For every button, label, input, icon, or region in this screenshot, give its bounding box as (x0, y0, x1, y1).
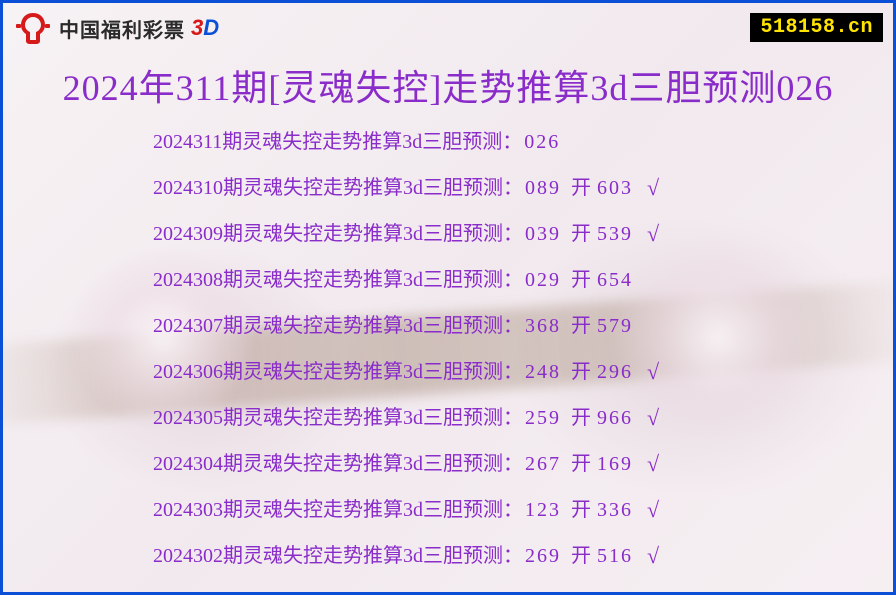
prediction-value: 026 (524, 132, 560, 152)
open-label: 开 (571, 500, 591, 520)
prediction-value: 123 (525, 500, 561, 520)
brand-3d-icon: 3D (191, 15, 219, 41)
prediction-row: 2024304期灵魂失控走势推算3d三胆预测：267 开 169 √ (153, 441, 853, 487)
prediction-value: 039 (525, 224, 561, 244)
period-number: 2024305 (153, 408, 223, 428)
prediction-list: 2024311期灵魂失控走势推算3d三胆预测：0262024310期灵魂失控走势… (153, 119, 853, 579)
prediction-row: 2024309期灵魂失控走势推算3d三胆预测：039 开 539 √ (153, 211, 853, 257)
header: 中国福利彩票 3D (13, 11, 219, 45)
prediction-value: 267 (525, 454, 561, 474)
row-label: 期灵魂失控走势推算3d三胆预测： (223, 224, 523, 244)
row-label: 期灵魂失控走势推算3d三胆预测： (222, 132, 522, 152)
period-number: 2024306 (153, 362, 223, 382)
period-number: 2024310 (153, 178, 223, 198)
prediction-value: 248 (525, 362, 561, 382)
open-label: 开 (571, 270, 591, 290)
prediction-row: 2024310期灵魂失控走势推算3d三胆预测：089 开 603 √ (153, 165, 853, 211)
brand-3d-three: 3 (191, 15, 203, 40)
checkmark-icon: √ (647, 499, 659, 521)
checkmark-icon: √ (647, 407, 659, 429)
checkmark-icon: √ (647, 177, 659, 199)
checkmark-icon: √ (647, 545, 659, 567)
prediction-value: 029 (525, 270, 561, 290)
page-frame: 中国福利彩票 3D 518158.cn 2024年311期[灵魂失控]走势推算3… (0, 0, 896, 595)
open-value: 336 (597, 500, 633, 520)
checkmark-icon: √ (647, 361, 659, 383)
prediction-row: 2024308期灵魂失控走势推算3d三胆预测：029 开 654 (153, 257, 853, 303)
open-value: 603 (597, 178, 633, 198)
prediction-value: 259 (525, 408, 561, 428)
open-label: 开 (571, 362, 591, 382)
open-value: 539 (597, 224, 633, 244)
checkmark-icon: √ (647, 453, 659, 475)
checkmark-icon: √ (647, 223, 659, 245)
open-value: 516 (597, 546, 633, 566)
period-number: 2024311 (153, 132, 222, 152)
prediction-row: 2024311期灵魂失控走势推算3d三胆预测：026 (153, 119, 853, 165)
open-label: 开 (571, 316, 591, 336)
prediction-value: 269 (525, 546, 561, 566)
row-label: 期灵魂失控走势推算3d三胆预测： (223, 316, 523, 336)
prediction-row: 2024305期灵魂失控走势推算3d三胆预测：259 开 966 √ (153, 395, 853, 441)
open-label: 开 (571, 178, 591, 198)
prediction-row: 2024302期灵魂失控走势推算3d三胆预测：269 开 516 √ (153, 533, 853, 579)
period-number: 2024302 (153, 546, 223, 566)
row-label: 期灵魂失控走势推算3d三胆预测： (223, 546, 523, 566)
open-value: 169 (597, 454, 633, 474)
open-value: 579 (597, 316, 633, 336)
period-number: 2024308 (153, 270, 223, 290)
open-label: 开 (571, 546, 591, 566)
period-number: 2024307 (153, 316, 223, 336)
open-value: 966 (597, 408, 633, 428)
open-value: 654 (597, 270, 633, 290)
prediction-row: 2024307期灵魂失控走势推算3d三胆预测：368 开 579 (153, 303, 853, 349)
prediction-row: 2024306期灵魂失控走势推算3d三胆预测：248 开 296 √ (153, 349, 853, 395)
site-badge: 518158.cn (750, 13, 883, 42)
prediction-row: 2024303期灵魂失控走势推算3d三胆预测：123 开 336 √ (153, 487, 853, 533)
prediction-value: 089 (525, 178, 561, 198)
page-title: 2024年311期[灵魂失控]走势推算3d三胆预测026 (3, 59, 893, 111)
row-label: 期灵魂失控走势推算3d三胆预测： (223, 362, 523, 382)
open-label: 开 (571, 454, 591, 474)
period-number: 2024309 (153, 224, 223, 244)
row-label: 期灵魂失控走势推算3d三胆预测： (223, 178, 523, 198)
period-number: 2024303 (153, 500, 223, 520)
brand-text: 中国福利彩票 (59, 14, 185, 43)
row-label: 期灵魂失控走势推算3d三胆预测： (223, 500, 523, 520)
open-label: 开 (571, 408, 591, 428)
brand-3d-dee: D (203, 15, 219, 40)
lottery-logo-icon (13, 11, 53, 45)
open-value: 296 (597, 362, 633, 382)
row-label: 期灵魂失控走势推算3d三胆预测： (223, 270, 523, 290)
prediction-value: 368 (525, 316, 561, 336)
open-label: 开 (571, 224, 591, 244)
row-label: 期灵魂失控走势推算3d三胆预测： (223, 408, 523, 428)
period-number: 2024304 (153, 454, 223, 474)
row-label: 期灵魂失控走势推算3d三胆预测： (223, 454, 523, 474)
